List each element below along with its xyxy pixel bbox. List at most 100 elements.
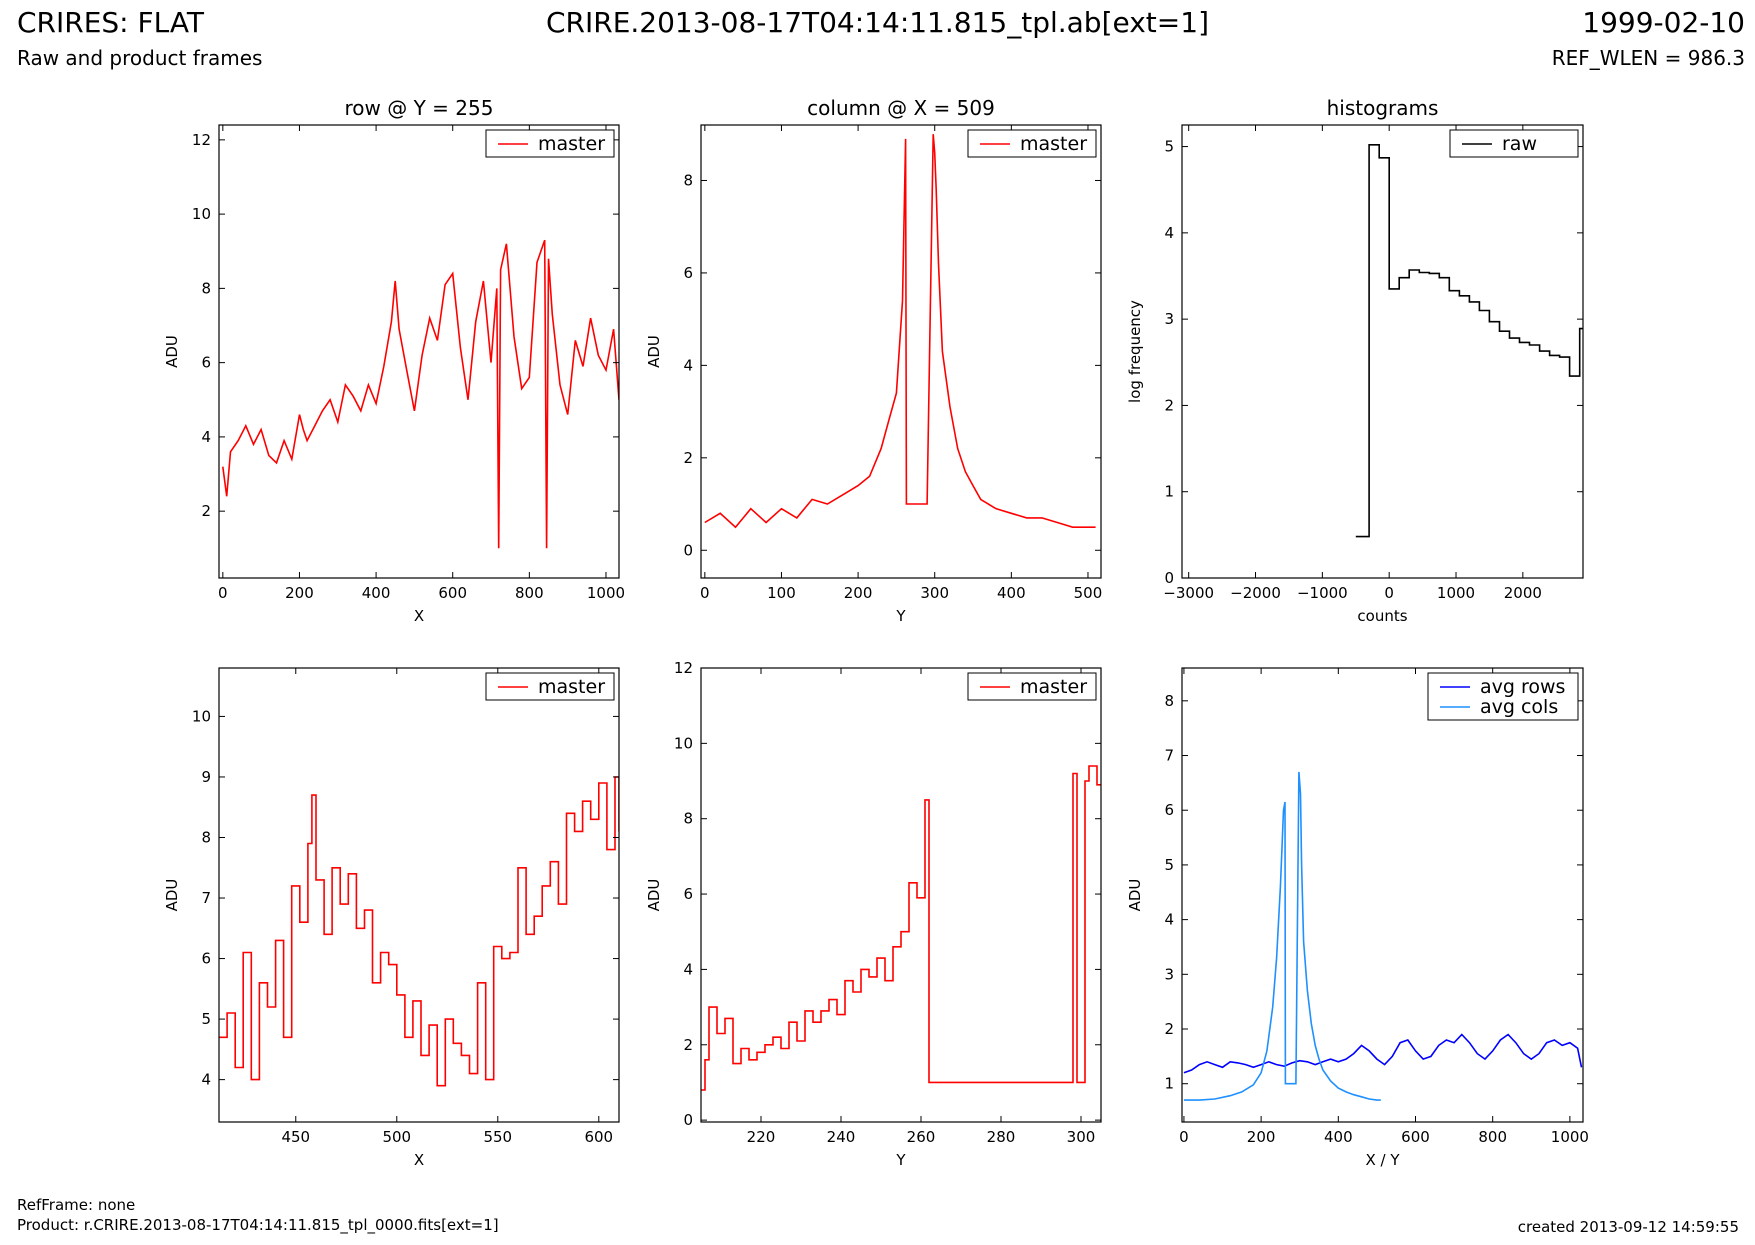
y-tick-label: 10: [192, 707, 211, 725]
y-tick-label: 6: [201, 354, 211, 372]
x-tick-label: 1000: [1551, 1128, 1589, 1146]
series-line-master: [219, 776, 619, 1087]
refframe-label: RefFrame: none: [17, 1196, 136, 1214]
created-label: created 2013-09-12 14:59:55: [1517, 1218, 1739, 1236]
x-tick-label: 800: [1478, 1128, 1507, 1146]
y-tick-label: 4: [683, 960, 693, 978]
x-tick-label: 550: [483, 1128, 512, 1146]
legend-entry: master: [1020, 676, 1087, 698]
date-title: 1999-02-10: [1582, 6, 1745, 39]
instrument-title: CRIRES: FLAT: [17, 6, 204, 39]
y-tick-label: 8: [683, 171, 693, 189]
y-tick-label: 12: [192, 131, 211, 149]
series-line-master: [704, 134, 1096, 529]
legend-entry: raw: [1502, 133, 1537, 155]
y-tick-label: 7: [1164, 747, 1174, 765]
x-tick-label: 300: [920, 584, 949, 602]
x-tick-label: −3000: [1163, 584, 1214, 602]
chart-panel-6: 0 200 400 600 800 1000 1 2 3 4 5 6 7 8 X / Y ADU avg row…: [1126, 667, 1589, 1169]
y-tick-label: 0: [683, 1111, 693, 1129]
x-tick-label: 600: [584, 1128, 613, 1146]
axes-frame: [700, 667, 1102, 1123]
y-tick-label: 1: [1164, 483, 1174, 501]
y-tick-label: 6: [201, 950, 211, 968]
series-line-master: [701, 765, 1101, 1091]
panel-title: histograms: [1327, 96, 1439, 120]
series-line-raw: [1355, 144, 1583, 538]
chart-panel-3: −3000 −2000 −1000 0 1000 2000 0 1 2 3 4 5 histograms…: [1126, 96, 1584, 625]
x-tick-label: 0: [218, 584, 228, 602]
x-tick-label: 0: [1384, 584, 1394, 602]
y-tick-label: 1: [1164, 1075, 1174, 1093]
x-tick-label: 800: [515, 584, 544, 602]
y-tick-label: 8: [683, 810, 693, 828]
y-axis-label: ADU: [645, 879, 663, 912]
x-tick-label: 600: [438, 584, 467, 602]
y-tick-label: 5: [201, 1010, 211, 1028]
ref-wlen-label: REF_WLEN = 986.3: [1551, 46, 1745, 70]
y-tick-label: 8: [201, 279, 211, 297]
x-tick-label: 2000: [1504, 584, 1542, 602]
chart-panel-5: 220 240 260 280 300 0 2 4 6 8 10 12 Y ADU master: [645, 659, 1102, 1169]
x-tick-label: 400: [1324, 1128, 1353, 1146]
x-tick-label: 200: [1247, 1128, 1276, 1146]
y-axis-label: ADU: [645, 335, 663, 368]
y-tick-label: 6: [683, 264, 693, 282]
x-tick-label: −2000: [1230, 584, 1281, 602]
chart-panel-1: 0 200 400 600 800 1000 2 4 6 8 10 12 row @ Y = 255 X A…: [163, 96, 625, 625]
panel-title: column @ X = 509: [807, 96, 995, 120]
y-tick-label: 2: [683, 449, 693, 467]
product-label: Product: r.CRIRE.2013-08-17T04:14:11.815…: [17, 1216, 499, 1234]
y-tick-label: 2: [683, 1036, 693, 1054]
y-axis-label: ADU: [163, 335, 181, 368]
y-tick-label: 4: [1164, 224, 1174, 242]
legend-entry: master: [538, 133, 605, 155]
panel-title: row @ Y = 255: [345, 96, 494, 120]
x-axis-label: X: [414, 607, 424, 625]
y-tick-label: 9: [201, 768, 211, 786]
axes-frame: [1181, 124, 1584, 579]
x-tick-label: 1000: [587, 584, 625, 602]
x-tick-label: 200: [844, 584, 873, 602]
legend-entry: avg rows: [1480, 676, 1565, 698]
y-tick-label: 2: [1164, 396, 1174, 414]
series-line-master: [222, 239, 619, 549]
chart-panel-4: 450 500 550 600 4 5 6 7 8 9 10 X ADU master: [163, 667, 620, 1169]
x-axis-label: counts: [1357, 607, 1407, 625]
y-tick-label: 0: [1164, 569, 1174, 587]
series-line-avg-rows: [1183, 1033, 1583, 1074]
legend-entry: master: [1020, 133, 1087, 155]
axes-frame: [700, 124, 1102, 579]
y-tick-label: 10: [192, 205, 211, 223]
x-tick-label: 300: [1067, 1128, 1096, 1146]
x-tick-label: 100: [767, 584, 796, 602]
y-tick-label: 4: [1164, 911, 1174, 929]
y-tick-label: 3: [1164, 310, 1174, 328]
file-title: CRIRE.2013-08-17T04:14:11.815_tpl.ab[ext…: [545, 6, 1209, 39]
x-tick-label: 280: [987, 1128, 1016, 1146]
legend-box: [1427, 672, 1579, 721]
series-line-avg-cols: [1183, 771, 1381, 1101]
legend-entry: master: [538, 676, 605, 698]
axes-frame: [1181, 667, 1584, 1123]
y-axis-label: log frequency: [1126, 300, 1144, 403]
y-tick-label: 3: [1164, 965, 1174, 983]
x-tick-label: 400: [997, 584, 1026, 602]
y-tick-label: 4: [201, 1071, 211, 1089]
y-tick-label: 6: [1164, 801, 1174, 819]
y-tick-label: 8: [1164, 692, 1174, 710]
y-tick-label: 10: [674, 734, 693, 752]
y-tick-label: 8: [201, 828, 211, 846]
x-tick-label: 1000: [1437, 584, 1475, 602]
x-axis-label: X / Y: [1365, 1151, 1400, 1169]
y-tick-label: 5: [1164, 856, 1174, 874]
legend-entry: avg cols: [1480, 696, 1558, 718]
x-tick-label: 220: [747, 1128, 776, 1146]
y-tick-label: 2: [1164, 1020, 1174, 1038]
x-tick-label: 240: [827, 1128, 856, 1146]
y-tick-label: 12: [674, 659, 693, 677]
axes-frame: [218, 667, 620, 1123]
x-tick-label: 200: [285, 584, 314, 602]
x-tick-label: 450: [281, 1128, 310, 1146]
y-axis-label: ADU: [1126, 879, 1144, 912]
